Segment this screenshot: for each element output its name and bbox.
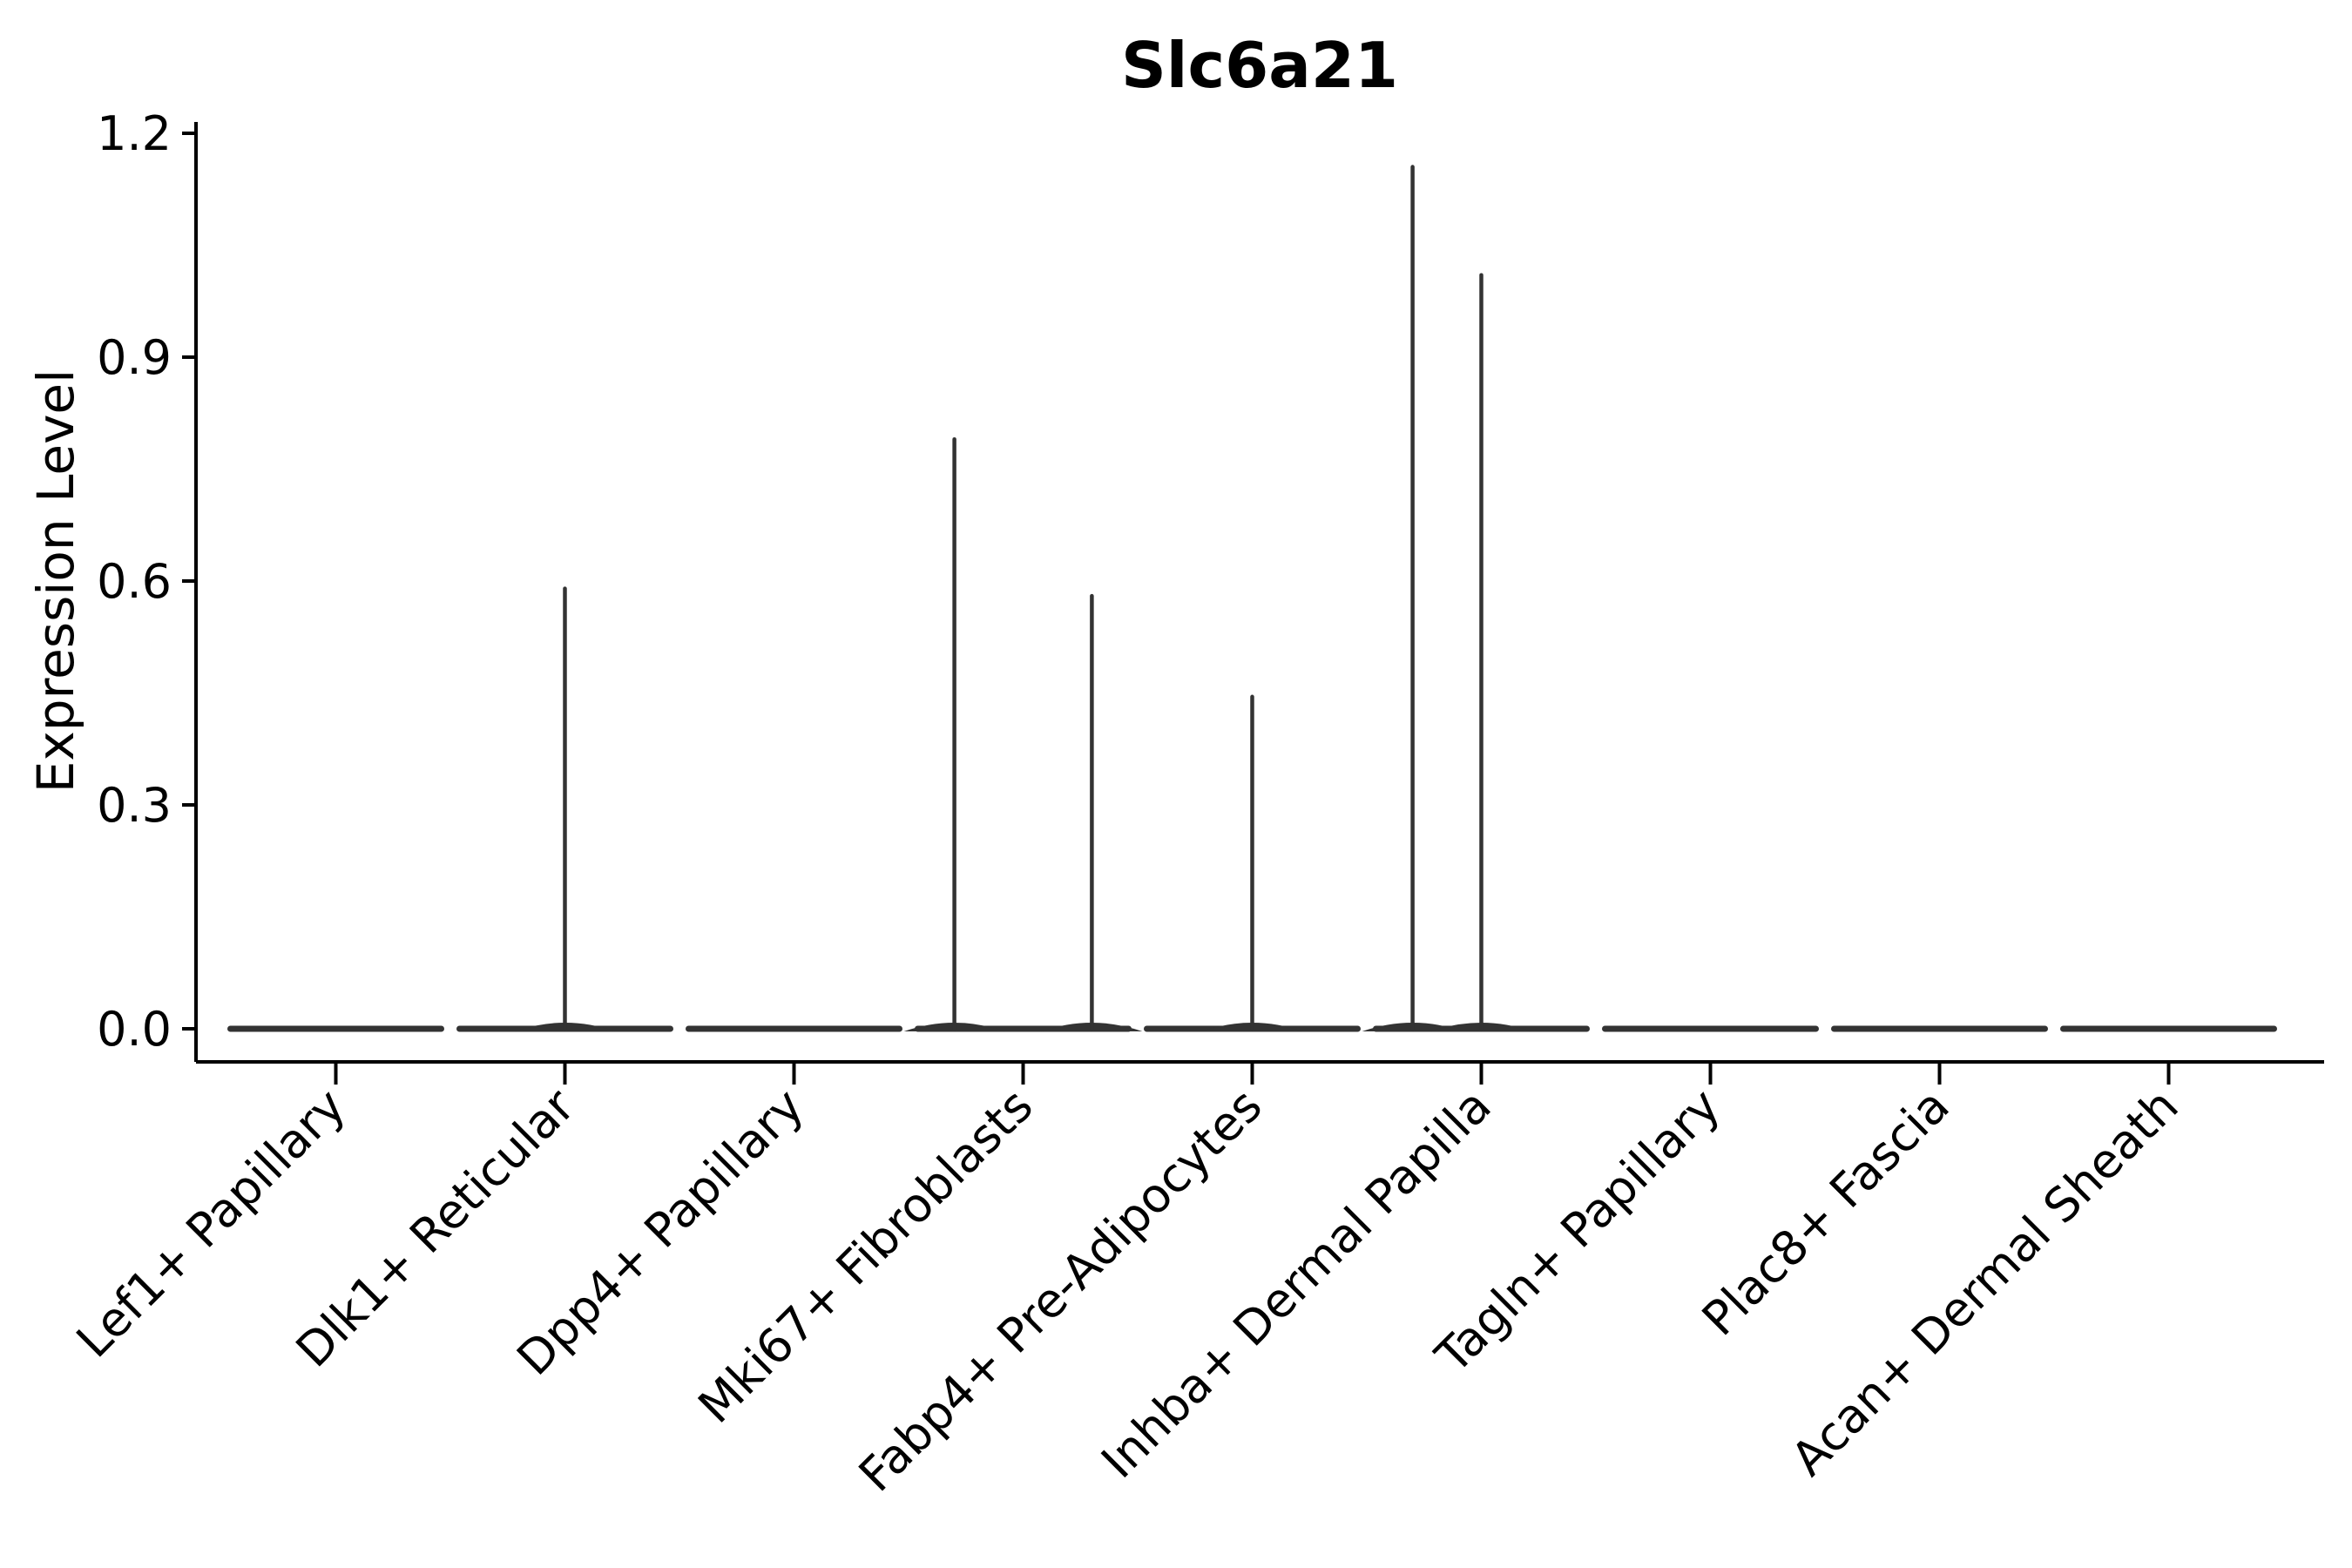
y-tick-label: 1.2 <box>97 106 172 161</box>
x-tick-label: Plac8+ Fascia <box>1692 1078 1960 1347</box>
violins-layer <box>227 165 2277 1032</box>
y-axis-label: Expression Level <box>26 369 85 793</box>
y-tick-label: 0.3 <box>97 778 172 833</box>
violin-4 <box>903 436 1143 1032</box>
y-tick-label: 0.9 <box>97 330 172 385</box>
x-tick-label: Inhba+ Dermal Papilla <box>1091 1078 1501 1489</box>
y-tick-label: 0.0 <box>97 1002 172 1057</box>
x-tick-label: Acan+ Dermal Sheath <box>1781 1078 2188 1486</box>
violin-5 <box>1144 694 1361 1032</box>
x-tick-label: Fabp4+ Pre-Adipocytes <box>848 1078 1273 1503</box>
y-tick-label: 0.6 <box>97 554 172 609</box>
violin-2 <box>456 586 673 1032</box>
chart-title: Slc6a21 <box>1121 29 1398 102</box>
violin-6 <box>1362 165 1590 1032</box>
